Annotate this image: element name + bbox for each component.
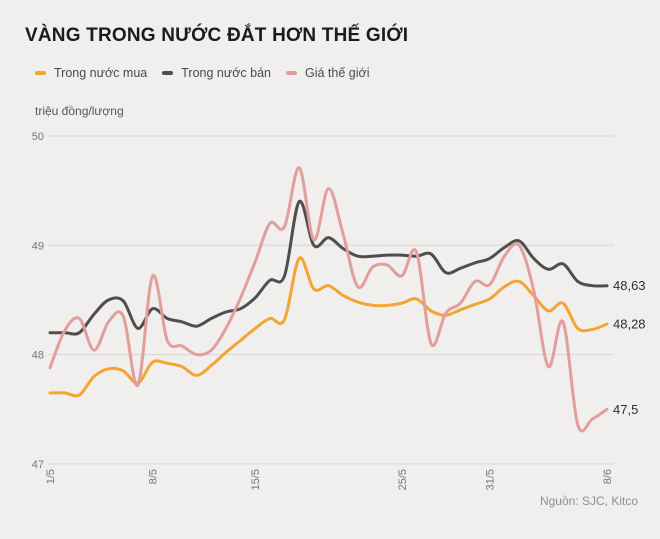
- x-tick-label-8-6: 8/6: [602, 469, 614, 484]
- legend-swatch-orange-icon: [35, 71, 46, 75]
- series-line-2: [48, 166, 609, 433]
- legend-label-gia-the-gioi: Giá thế giới: [305, 66, 370, 80]
- series-end-label-1: 48,63: [613, 278, 646, 293]
- x-tick-label-25-5: 25/5: [397, 469, 409, 490]
- x-tick-label-31-5: 31/5: [485, 469, 497, 490]
- y-tick-label-50: 50: [32, 131, 44, 143]
- series-end-label-0: 48,28: [613, 316, 646, 331]
- series-line-0: [48, 256, 609, 398]
- series-end-label-2: 47,5: [613, 402, 638, 417]
- legend-item-trong-nuoc-mua[interactable]: Trong nước mua: [35, 66, 147, 80]
- x-tick-label-15-5: 15/5: [250, 469, 262, 490]
- legend-item-gia-the-gioi[interactable]: Giá thế giới: [286, 66, 369, 80]
- series-line-1: [48, 200, 609, 336]
- y-tick-label-49: 49: [32, 240, 44, 252]
- y-tick-label-48: 48: [32, 350, 44, 362]
- chart-title: VÀNG TRONG NƯỚC ĐẮT HƠN THẾ GIỚI: [25, 25, 409, 46]
- legend-label-trong-nuoc-ban: Trong nước bán: [181, 66, 271, 80]
- legend-item-trong-nuoc-ban[interactable]: Trong nước bán: [162, 66, 271, 80]
- legend-swatch-pink-icon: [286, 71, 297, 75]
- legend-label-trong-nuoc-mua: Trong nước mua: [54, 66, 148, 80]
- y-tick-label-47: 47: [32, 459, 44, 471]
- legend: Trong nước mua Trong nước bán Giá thế gi…: [35, 66, 369, 80]
- x-tick-label-1-5: 1/5: [45, 469, 57, 484]
- x-tick-label-8-5: 8/5: [148, 469, 160, 484]
- source-label: Nguồn: SJC, Kitco: [539, 494, 638, 508]
- y-axis-unit-label: triệu đồng/lượng: [35, 104, 124, 118]
- legend-swatch-dark-icon: [162, 71, 174, 75]
